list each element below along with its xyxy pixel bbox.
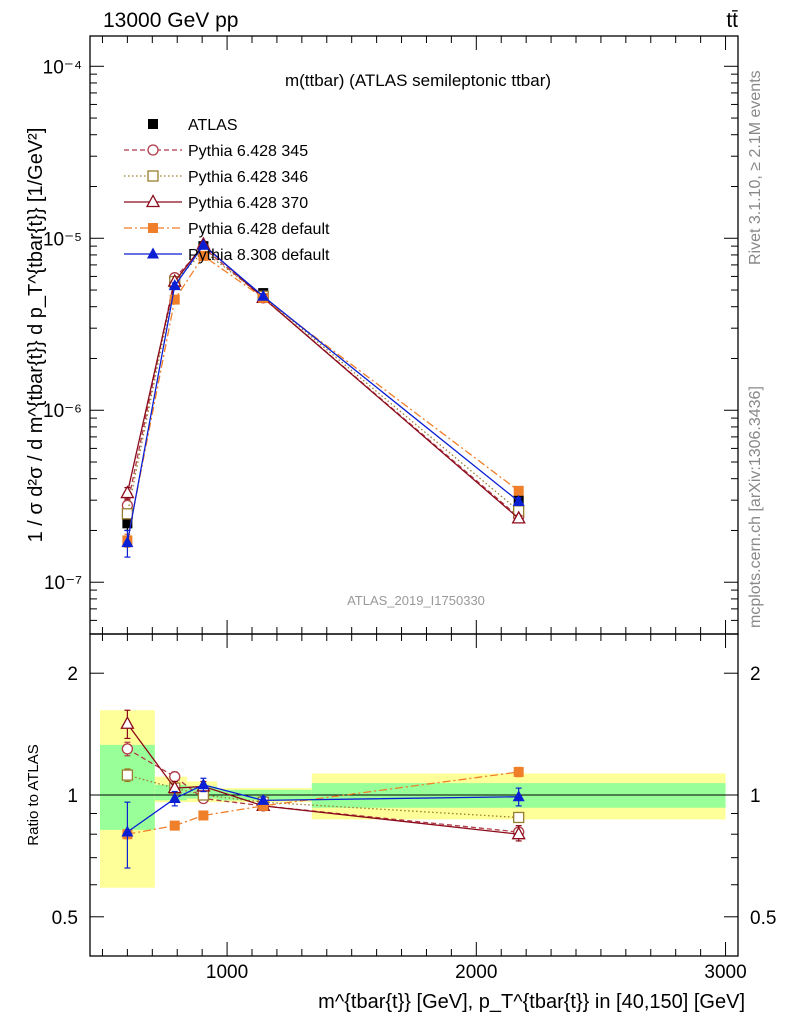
- pythia8-default-point: [168, 279, 181, 291]
- legend-entry-pythia6-370: Pythia 6.428 370: [124, 194, 308, 212]
- ratio-pythia6-345-point: [169, 771, 181, 783]
- pythia6-default-line: [126, 254, 520, 541]
- x-tick-label: 1000: [206, 962, 248, 983]
- legend-marker-swatch: [145, 194, 161, 208]
- series-atlas-data: [122, 241, 524, 532]
- ratio-pythia6-346-point: [513, 811, 525, 824]
- pythia6-345-line: [126, 246, 520, 518]
- pythia8-default-point: [257, 289, 270, 301]
- ratio-y-axis-label: Ratio to ATLAS: [25, 744, 42, 845]
- pythia6-default-point: [198, 250, 209, 261]
- legend-entry-pythia6-345: Pythia 6.428 345: [124, 143, 308, 160]
- main-y-tick-label: 10⁻⁴: [43, 57, 82, 78]
- process-label: tt̄: [726, 9, 738, 32]
- legend-entry-pythia6-default: Pythia 6.428 default: [124, 221, 330, 238]
- pythia6-default-point: [513, 485, 524, 496]
- pythia6-346-line: [126, 250, 520, 514]
- ratio-series-pythia8-default: [121, 777, 525, 869]
- main-y-tick-label: 10⁻⁵: [43, 229, 82, 250]
- analysis-watermark: ATLAS_2019_I1750330: [347, 593, 485, 608]
- legend: ATLAS Pythia 6.428 345 Pythia 6.428 346 Pyt…: [124, 117, 330, 264]
- ratio-y-tick-label-right: 0.5: [750, 908, 776, 929]
- pythia6-default-point: [169, 294, 180, 305]
- legend-marker-swatch: [148, 119, 158, 129]
- ratio-pythia8-default-point: [168, 792, 181, 804]
- ratio-pythia6-default-point: [169, 820, 180, 831]
- ratio-pythia6-370-point: [511, 826, 526, 840]
- x-tick-label: 3000: [704, 962, 746, 983]
- legend-marker-swatch: [148, 223, 158, 233]
- ratio-y-tick-label: 0.5: [52, 908, 78, 929]
- main-y-tick-label: 10⁻⁶: [43, 401, 82, 422]
- rivet-version-label: Rivet 3.1.10, ≥ 2.1M events: [747, 70, 764, 265]
- pythia6-370-line: [126, 243, 520, 519]
- ratio-y-tick-label: 1: [67, 786, 78, 807]
- ratio-pythia8-default-point: [121, 825, 134, 837]
- main-y-axis-label: 1 / σ d²σ / d m^{tbar{t}} d p_T^{tbar{t}…: [25, 128, 47, 543]
- legend-entry-pythia6-346: Pythia 6.428 346: [124, 169, 308, 186]
- legend-marker-swatch: [147, 247, 159, 259]
- main-panel-axes: 10⁻⁷ 10⁻⁶ 10⁻⁵ 10⁻⁴: [43, 36, 738, 635]
- ratio-pythia6-default-point: [513, 766, 524, 777]
- pythia8-default-point: [197, 238, 210, 250]
- ratio-pythia6-346-line: [127, 774, 519, 819]
- ratio-pythia6-default-point: [198, 810, 209, 821]
- x-tick-label: 2000: [455, 962, 497, 983]
- series-pythia8-default: [121, 238, 525, 558]
- series-pythia6-345: [121, 242, 525, 523]
- main-y-tick-label: 10⁻⁷: [44, 573, 82, 594]
- legend-marker-swatch: [147, 144, 159, 156]
- ratio-pythia6-370-point: [120, 715, 135, 729]
- ratio-pythia8-default-point: [512, 790, 525, 802]
- pythia8-default-point: [121, 536, 134, 548]
- ratio-pythia6-346-point: [121, 769, 134, 781]
- ratio-y-tick-label-right: 1: [750, 786, 761, 807]
- ratio-pythia8-default-point: [257, 793, 270, 805]
- main-panel-series: [120, 236, 526, 558]
- pythia6-370-point: [511, 510, 526, 524]
- legend-label: Pythia 6.428 345: [188, 143, 308, 160]
- series-pythia6-default: [122, 250, 524, 548]
- legend-marker-swatch: [147, 170, 159, 182]
- legend-label: ATLAS: [188, 117, 238, 134]
- ratio-pythia6-default-point: [258, 800, 269, 811]
- series-pythia6-370: [120, 236, 526, 524]
- ratio-panel-series: [120, 709, 526, 869]
- ratio-panel-frame: [89, 633, 739, 957]
- legend-label: Pythia 6.428 370: [188, 195, 308, 212]
- ratio-pythia6-default-line: [127, 771, 519, 835]
- energy-label: 13000 GeV pp: [103, 9, 238, 32]
- legend-entry-atlas-data: ATLAS: [148, 117, 238, 134]
- ratio-uncertainty-bands: [99, 710, 726, 888]
- mcplots-source-label: mcplots.cern.ch [arXiv:1306.3436]: [747, 386, 764, 628]
- legend-label: Pythia 8.308 default: [188, 247, 330, 264]
- ratio-pythia6-345-point: [121, 743, 134, 755]
- pythia8-default-line: [126, 244, 520, 543]
- plot-title: m(ttbar) (ATLAS semileptonic ttbar): [285, 71, 551, 90]
- pythia8-default-point: [512, 494, 525, 506]
- legend-label: Pythia 6.428 346: [188, 169, 308, 186]
- atlas-data-point: [122, 518, 133, 529]
- ratio-y-tick-label-right: 2: [750, 664, 761, 685]
- pythia6-346-point: [121, 508, 134, 520]
- x-axis-label: m^{tbar{t}} [GeV], p_T^{tbar{t}} in [40,…: [318, 991, 745, 1013]
- legend-entry-pythia8-default: Pythia 8.308 default: [124, 247, 330, 264]
- pythia6-370-point: [120, 485, 135, 499]
- ratio-pythia8-default-point: [197, 778, 210, 790]
- ratio-y-tick-label: 2: [67, 664, 78, 685]
- legend-label: Pythia 6.428 default: [188, 221, 330, 238]
